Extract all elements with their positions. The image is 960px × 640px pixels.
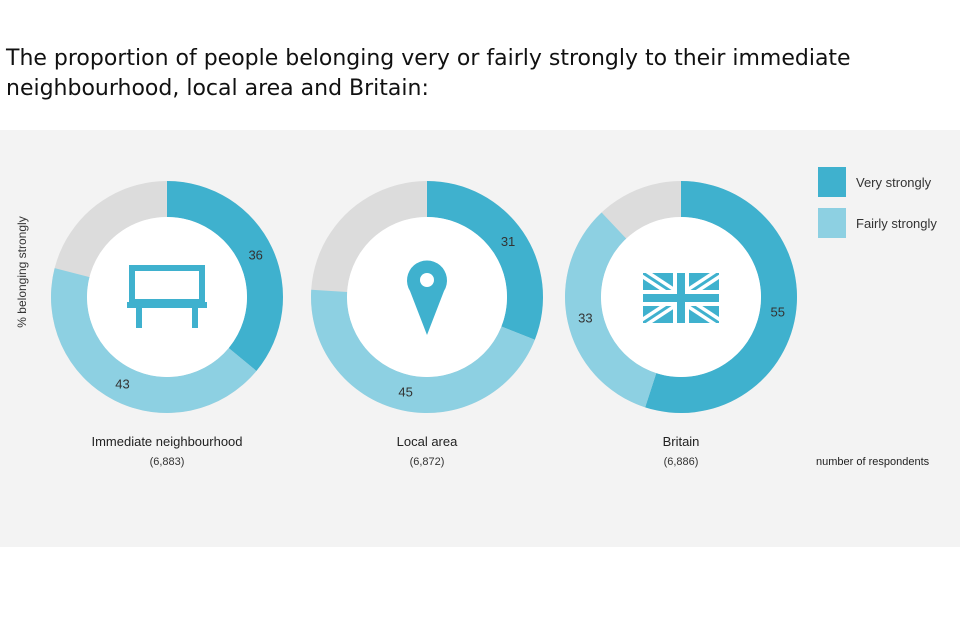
pin-body	[407, 260, 447, 335]
respondents-note: number of respondents	[816, 456, 930, 468]
legend-label-very-strongly: Very strongly	[856, 175, 932, 190]
category-label-britain: Britain	[662, 434, 700, 449]
respondent-count-neighbourhood: (6,883)	[149, 456, 185, 468]
legend-label-fairly-strongly: Fairly strongly	[856, 216, 937, 231]
data-label-very-strongly-neighbourhood: 36	[248, 247, 262, 262]
flag-cross-h	[643, 294, 719, 302]
page-heading: The proportion of people belonging very …	[6, 46, 851, 101]
donut-slice-fairly-strongly-britain	[565, 212, 657, 408]
category-label-local-area: Local area	[396, 434, 458, 449]
location-pin-icon	[407, 260, 447, 335]
data-label-very-strongly-local-area: 31	[501, 234, 515, 249]
data-label-fairly-strongly-neighbourhood: 43	[115, 376, 129, 391]
data-label-fairly-strongly-britain: 33	[578, 310, 592, 325]
legend-swatch-very-strongly	[818, 167, 846, 197]
donut-neighbourhood: 36 43	[50, 181, 284, 414]
bench-icon	[127, 265, 207, 328]
respondent-count-local-area: (6,872)	[409, 456, 445, 468]
respondent-count-britain: (6,886)	[663, 456, 699, 468]
donut-slice-very-strongly-local-area	[427, 181, 543, 340]
legend-swatch-fairly-strongly	[818, 208, 846, 238]
donut-slice-very-strongly-britain	[645, 181, 797, 413]
donut-slice-fairly-strongly-local-area	[311, 289, 535, 413]
category-label-neighbourhood: Immediate neighbourhood	[91, 434, 243, 449]
data-label-very-strongly-britain: 55	[771, 304, 785, 319]
pin-hole	[420, 273, 434, 287]
data-label-fairly-strongly-local-area: 45	[398, 385, 412, 400]
donut-slice-very-strongly-neighbourhood	[167, 181, 284, 371]
donut-slice-fairly-strongly-neighbourhood	[50, 268, 257, 414]
donut-britain: 55 33	[565, 181, 798, 413]
donut-hole-neighbourhood	[87, 217, 247, 377]
flag-body	[643, 273, 719, 323]
union-jack-flag-icon	[643, 273, 719, 323]
